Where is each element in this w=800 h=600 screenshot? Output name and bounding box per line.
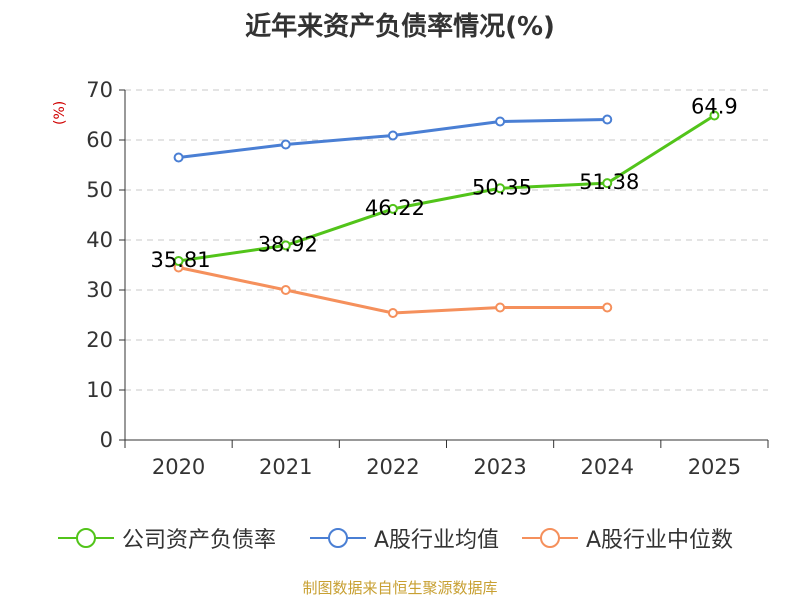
point-company-2025 — [709, 110, 720, 121]
x-tick-label-2020: 2020 — [152, 455, 205, 479]
y-tick-label-10: 10 — [86, 378, 113, 402]
data-source-note: 制图数据来自恒生聚源数据库 — [302, 579, 498, 597]
point-industry-median-2023 — [495, 302, 506, 313]
y-tick-label-60: 60 — [86, 128, 113, 152]
x-tick-label-2021: 2021 — [259, 455, 312, 479]
legend-item-industry-average[interactable]: A股行业均值 — [310, 518, 499, 558]
data-label-company-2024: 51.38 — [579, 170, 639, 194]
legend-marker-industry-average — [310, 528, 366, 548]
point-industry-average-2024 — [602, 114, 613, 125]
y-tick-label-50: 50 — [86, 178, 113, 202]
point-industry-average-2023 — [495, 116, 506, 127]
data-label-company-2022: 46.22 — [365, 196, 425, 220]
legend-marker-industry-median — [522, 528, 578, 548]
point-industry-average-2020 — [173, 152, 184, 163]
y-tick-label-20: 20 — [86, 328, 113, 352]
point-company-2023 — [495, 183, 506, 194]
data-label-company-2021: 38.92 — [258, 232, 318, 256]
y-tick-label-30: 30 — [86, 278, 113, 302]
point-industry-median-2024 — [602, 302, 613, 313]
point-company-2020 — [173, 255, 184, 266]
data-label-company-2025: 64.9 — [691, 95, 738, 119]
chart-legend: 公司资产负债率 A股行业均值 A股行业中位数 — [0, 518, 800, 558]
data-label-company-2020: 35.81 — [151, 248, 211, 272]
point-industry-average-2021 — [280, 139, 291, 150]
data-label-company-2023: 50.35 — [472, 175, 532, 199]
legend-marker-company — [58, 528, 114, 548]
series-line-company — [178, 114, 716, 263]
y-tick-label-40: 40 — [86, 228, 113, 252]
x-tick-label-2025: 2025 — [688, 455, 741, 479]
legend-item-company[interactable]: 公司资产负债率 — [58, 518, 276, 558]
chart-title: 近年来资产负债率情况(%) — [245, 12, 555, 42]
point-company-2022 — [387, 203, 398, 214]
legend-item-industry-median[interactable]: A股行业中位数 — [522, 518, 733, 558]
x-tick-label-2023: 2023 — [473, 455, 526, 479]
point-industry-median-2021 — [280, 285, 291, 295]
legend-label-industry-average: A股行业均值 — [374, 528, 500, 553]
point-industry-average-2022 — [387, 130, 398, 141]
legend-label-company: 公司资产负债率 — [122, 528, 277, 553]
point-company-2024 — [602, 178, 613, 189]
legend-label-industry-median: A股行业中位数 — [586, 528, 734, 553]
y-tick-label-0: 0 — [100, 428, 113, 452]
y-tick-label-70: 70 — [86, 78, 113, 102]
point-company-2021 — [280, 240, 291, 251]
x-tick-label-2024: 2024 — [581, 455, 634, 479]
point-industry-median-2022 — [387, 308, 398, 318]
x-tick-label-2022: 2022 — [366, 455, 419, 479]
